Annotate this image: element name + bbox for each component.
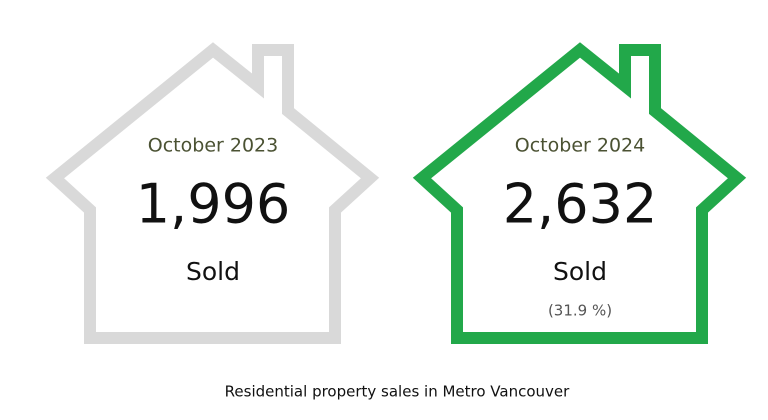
house-outline bbox=[412, 42, 747, 344]
caption: Residential property sales in Metro Vanc… bbox=[225, 383, 570, 401]
change: (31.9 %) bbox=[548, 302, 612, 320]
period: October 2023 bbox=[148, 135, 278, 157]
sales-value: 1,996 bbox=[136, 173, 291, 236]
period: October 2024 bbox=[515, 135, 645, 157]
sales-label: Sold bbox=[186, 257, 240, 286]
sales-value: 2,632 bbox=[503, 173, 658, 236]
house-outline bbox=[45, 42, 380, 344]
sales-label: Sold bbox=[553, 257, 607, 286]
